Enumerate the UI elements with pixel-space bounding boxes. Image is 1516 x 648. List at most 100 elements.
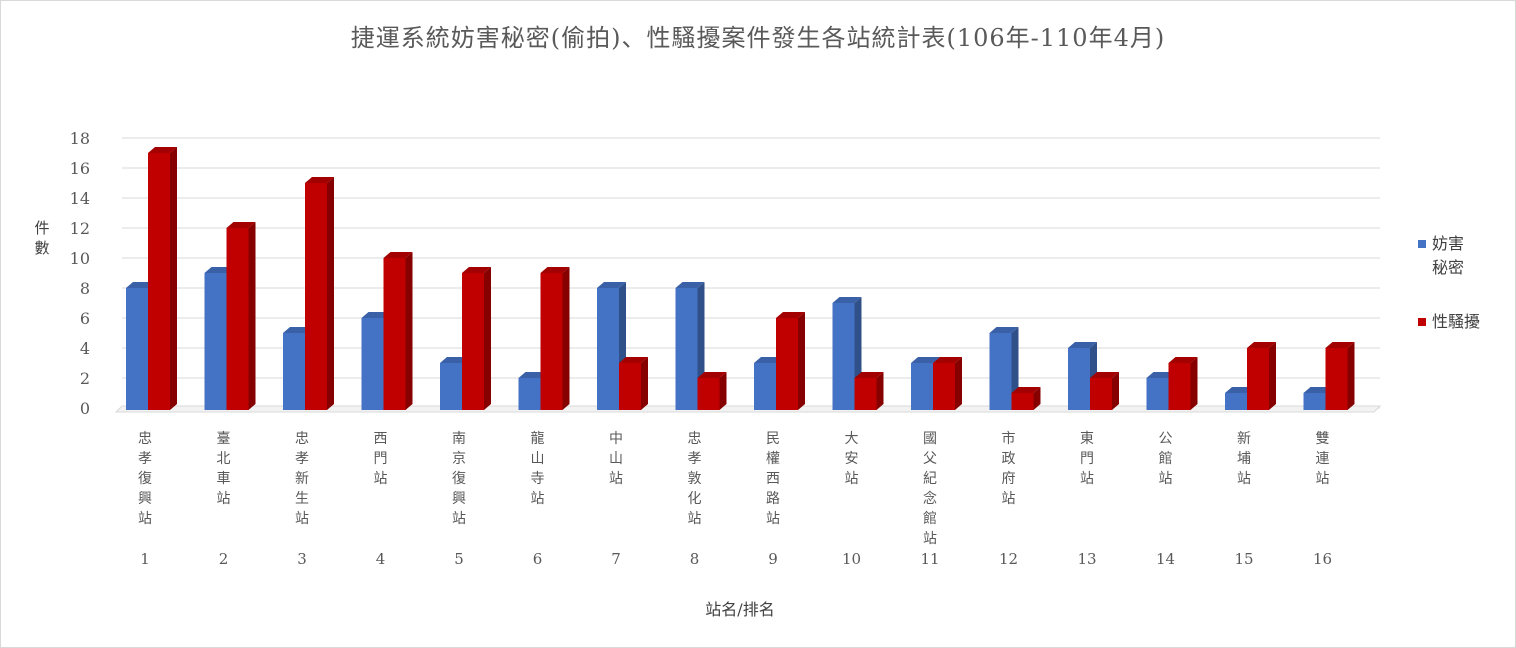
x-tick-label: 西 — [374, 431, 388, 447]
y-axis-label: 件數 — [34, 219, 50, 257]
x-tick-label: 民 — [766, 431, 780, 447]
chart-title: 捷運系統妨害秘密(偷拍)、性騷擾案件發生各站統計表(106年-110年4月) — [350, 24, 1166, 52]
bar-top — [832, 297, 862, 303]
bar-series-1 — [989, 333, 1012, 410]
x-tick-label: 站 — [845, 471, 859, 487]
bar-side — [248, 222, 256, 410]
y-tick-label: 6 — [80, 309, 90, 328]
bar-side — [562, 267, 570, 410]
x-tick-label: 站 — [531, 491, 545, 507]
bar-side — [1112, 372, 1119, 410]
legend-item-series-2: 性騷擾 — [1418, 310, 1508, 334]
bar-series-2 — [305, 183, 327, 410]
bar-series-2 — [854, 378, 877, 410]
x-tick-label: 門 — [374, 451, 388, 467]
x-tick-label: 連 — [1316, 451, 1330, 467]
x-tick-label: 念 — [923, 490, 937, 507]
bar-top — [675, 282, 705, 288]
bar-top — [1225, 387, 1254, 393]
bar-series-1 — [911, 363, 933, 410]
bar-side — [876, 372, 884, 410]
bar-top — [1090, 372, 1119, 378]
bar-side — [405, 252, 413, 410]
x-tick-label: 站 — [1237, 471, 1251, 487]
y-tick-label: 16 — [70, 159, 90, 178]
x-tick-label: 臺 — [217, 431, 231, 447]
bar-series-1 — [597, 288, 619, 410]
y-tick-label: 12 — [70, 219, 90, 238]
bar-top — [597, 282, 626, 288]
bar-top — [754, 357, 783, 363]
x-tick-label: 孝 — [688, 451, 702, 467]
rank-label: 9 — [768, 550, 778, 568]
legend-label: 性騷擾 — [1432, 312, 1481, 331]
x-tick-label: 生 — [295, 491, 309, 507]
bar-top — [440, 357, 469, 363]
x-tick-label: 山 — [531, 451, 545, 467]
x-tick-label: 站 — [688, 511, 702, 527]
x-tick-label: 寺 — [531, 471, 545, 487]
bar-series-1 — [126, 288, 148, 410]
bar-series-2 — [383, 258, 406, 410]
x-tick-label: 站 — [1316, 471, 1330, 487]
bar-series-2 — [1090, 378, 1112, 410]
y-tick-label: 0 — [80, 399, 90, 418]
bar-series-2 — [540, 273, 563, 410]
x-tick-label: 政 — [1002, 451, 1016, 467]
bar-top — [462, 267, 491, 273]
bar-side — [170, 147, 177, 410]
bar-top — [1068, 342, 1097, 348]
x-tick-label: 市 — [1002, 430, 1016, 447]
rank-label: 14 — [1156, 550, 1175, 568]
bar-series-1 — [1225, 393, 1247, 410]
bar-series-1 — [204, 273, 227, 410]
bar-series-2 — [1011, 393, 1034, 410]
legend-swatch — [1418, 318, 1426, 326]
x-tick-label: 站 — [766, 511, 780, 527]
bar-top — [126, 282, 155, 288]
y-tick-label: 10 — [70, 249, 90, 268]
rank-label: 13 — [1077, 550, 1096, 568]
y-tick-label: 4 — [80, 339, 90, 358]
bar-top — [148, 147, 177, 153]
bar-series-2 — [1247, 348, 1269, 410]
bar-series-2 — [933, 363, 955, 410]
x-tick-label: 公 — [1159, 431, 1173, 447]
bar-top — [1325, 342, 1355, 348]
bar-top — [776, 312, 805, 318]
x-tick-label: 雙 — [1316, 431, 1330, 447]
x-tick-label: 站 — [217, 491, 231, 507]
bar-side — [484, 267, 491, 410]
bar-top — [226, 222, 256, 228]
rank-label: 8 — [690, 550, 700, 568]
bar-side — [1347, 342, 1355, 410]
y-tick-label: 8 — [80, 279, 90, 298]
x-tick-label: 復 — [138, 470, 152, 487]
x-tick-label: 站 — [1002, 491, 1016, 507]
bar-series-1 — [1146, 378, 1169, 410]
x-tick-label: 興 — [452, 491, 466, 507]
bar-top — [697, 372, 727, 378]
rank-label: 5 — [454, 550, 464, 568]
bar-side — [641, 357, 648, 410]
bar-top — [204, 267, 234, 273]
bar-top — [1146, 372, 1176, 378]
x-tick-label: 紀 — [923, 471, 937, 487]
x-tick-label: 忠 — [138, 431, 152, 447]
bar-top — [1303, 387, 1333, 393]
x-tick-label: 龍 — [531, 430, 545, 447]
bar-top — [283, 327, 312, 333]
x-tick-label: 路 — [766, 491, 780, 507]
bar-series-1 — [832, 303, 855, 410]
x-tick-label: 忠 — [295, 431, 309, 447]
x-tick-label: 孝 — [295, 451, 309, 467]
bar-top — [1247, 342, 1276, 348]
bar-side — [1033, 387, 1041, 410]
x-tick-label: 化 — [688, 491, 702, 507]
bar-side — [955, 357, 962, 410]
legend-label: 妨害 秘密 — [1432, 234, 1465, 277]
x-tick-label: 中 — [609, 431, 623, 447]
bar-top — [854, 372, 884, 378]
x-tick-label: 府 — [1002, 471, 1016, 487]
